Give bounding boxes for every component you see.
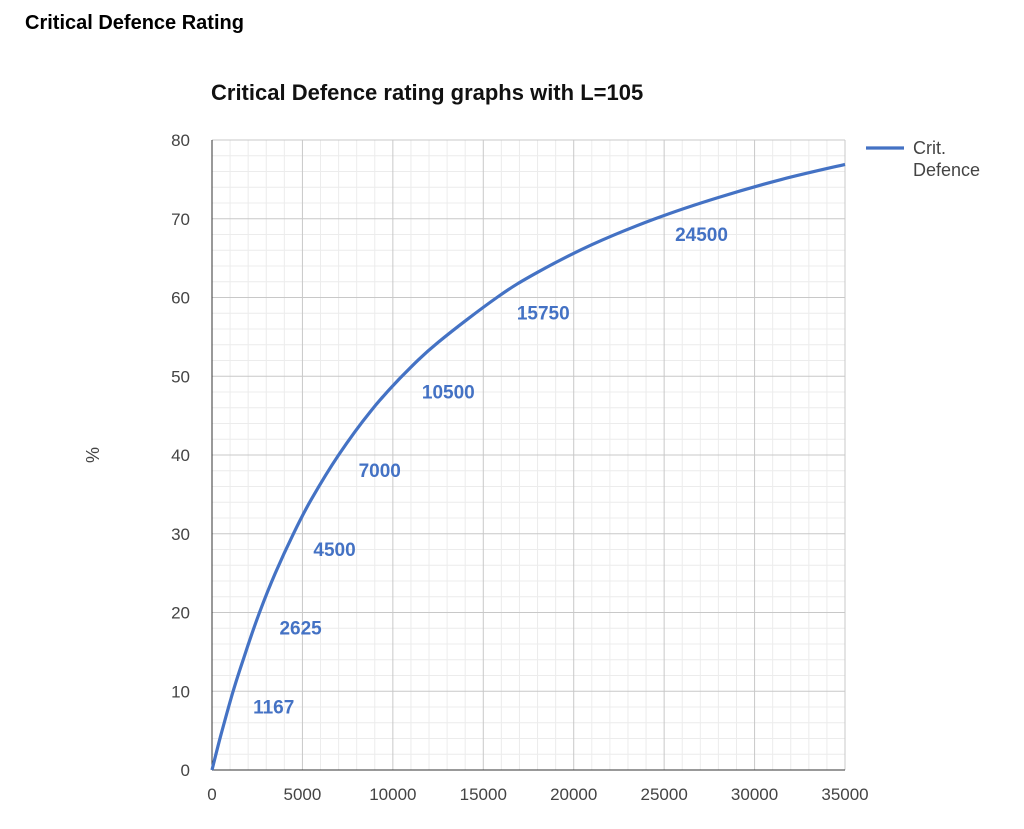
y-tick-label: 10: [171, 682, 190, 701]
annotations: 1167 2625 4500 7000 10500 15750 24500: [253, 225, 728, 719]
series-layer: [210, 162, 846, 771]
y-tick-label: 60: [171, 289, 190, 308]
y-tick-label: 80: [171, 131, 190, 150]
x-tick-label: 25000: [641, 785, 688, 804]
y-tick-label: 20: [171, 604, 190, 623]
legend: Crit. Defence: [866, 138, 980, 180]
x-tick-label: 35000: [821, 785, 868, 804]
y-axis-label: %: [83, 447, 103, 463]
data-label: 2625: [279, 619, 322, 640]
x-tick-label: 0: [207, 785, 216, 804]
data-label: 15750: [517, 304, 570, 325]
data-label: 7000: [359, 461, 401, 482]
y-tick-label: 30: [171, 525, 190, 544]
x-tick-label: 20000: [550, 785, 597, 804]
grid: [211, 139, 846, 771]
y-tick-label: 0: [181, 761, 190, 780]
page-heading: Critical Defence Rating: [25, 12, 244, 34]
series-line: [210, 162, 846, 771]
x-tick-label: 15000: [460, 785, 507, 804]
x-tick-label: 30000: [731, 785, 778, 804]
x-tick-label: 5000: [284, 785, 322, 804]
data-label: 4500: [313, 540, 355, 561]
axes: 0 5000 10000 15000 20000 25000 30000 35000 0 10 20…: [83, 131, 869, 804]
chart-title: Critical Defence rating graphs with L=10…: [211, 80, 643, 105]
y-tick-label: 40: [171, 446, 190, 465]
data-label: 10500: [422, 382, 475, 403]
y-tick-label: 50: [171, 367, 190, 386]
y-tick-label: 70: [171, 210, 190, 229]
legend-label: Crit. Defence: [913, 138, 980, 180]
data-label: 24500: [675, 225, 728, 246]
data-label: 1167: [253, 697, 294, 718]
x-tick-label: 10000: [369, 785, 416, 804]
